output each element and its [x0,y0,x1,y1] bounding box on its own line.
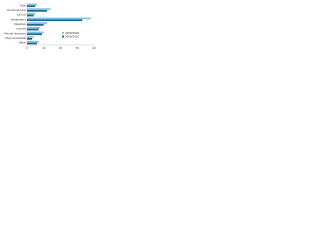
bar [27,12,36,15]
bar [27,42,38,45]
y-tick-label: Cardiovascular [7,8,27,12]
y-tick-label: Respiratory [11,17,26,21]
x-tick-label: 20 [59,46,63,50]
bar [27,36,34,38]
y-tick-label: Other [19,41,27,45]
x-tick-label: 10 [42,46,46,50]
y-tick-label: Digestive [14,22,27,26]
bar [27,5,36,8]
bar [27,38,33,40]
bar [27,10,48,12]
bar [27,24,44,26]
bar [27,22,48,24]
x-tick-label: 30 [76,46,80,50]
bar [27,28,39,31]
bar [27,40,39,43]
x-tick-label: 40 [92,46,96,50]
y-tick-label: Injuries [16,27,26,31]
x-tick-label: 0 [26,46,28,50]
bar [27,17,91,20]
y-tick-label: Mental disorders [4,31,26,35]
legend-label: 2008/2009 [65,31,79,35]
bar [27,14,34,17]
bar [27,8,51,10]
legend-swatch [62,32,64,34]
chart: 0 10 20 30 40 TotalCardiovascularCancerRespir… [4,3,96,50]
y-tick-label: Cancer [17,13,27,17]
bar [27,3,38,6]
legend-label: 2009/2010 [65,35,79,39]
bar [27,19,83,22]
y-tick-label: Total [20,3,26,7]
y-tick-label: Musculoskeletal [5,36,26,40]
bar [27,31,44,34]
page: 0 10 20 30 40 Total Cardiovascular Cancer Respir… [0,0,320,55]
bar [27,33,43,36]
bar [27,26,41,29]
legend-swatch [62,35,64,38]
